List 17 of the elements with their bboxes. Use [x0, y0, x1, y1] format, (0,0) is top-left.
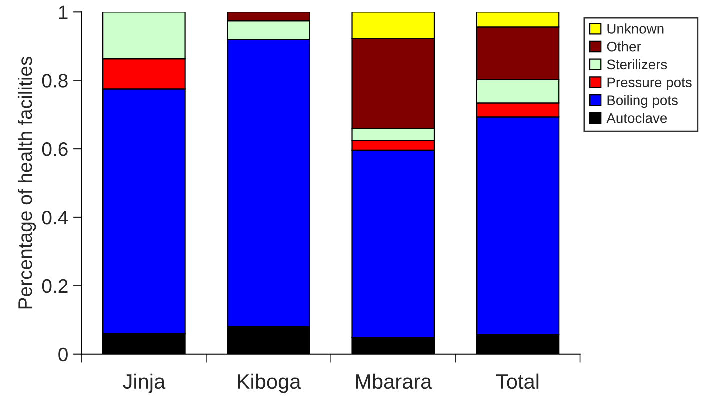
y-tick-label: 0: [58, 348, 68, 362]
legend-label: Autoclave: [606, 113, 668, 124]
x-tick-label: Jinja: [123, 374, 166, 394]
y-tick-label: 0.2: [42, 279, 68, 294]
y-tick-label: 0.6: [42, 142, 68, 156]
x-tick-label: Kiboga: [238, 374, 302, 394]
legend-label: Sterilizers: [607, 59, 668, 70]
y-axis-title: Percentage of health facilities: [18, 56, 36, 309]
x-tick-label: Total: [496, 374, 539, 390]
legend-label: Pressure pots: [608, 78, 692, 90]
legend-label: Boiling pots: [608, 95, 678, 108]
legend-label: Unknown: [608, 24, 664, 34]
y-tick-label: 0.4: [42, 210, 68, 225]
y-tick-label: 1: [59, 6, 68, 20]
y-tick-label: 0.8: [42, 74, 68, 88]
legend-label: Other: [607, 42, 642, 52]
x-tick-label: Mbarara: [356, 374, 432, 390]
